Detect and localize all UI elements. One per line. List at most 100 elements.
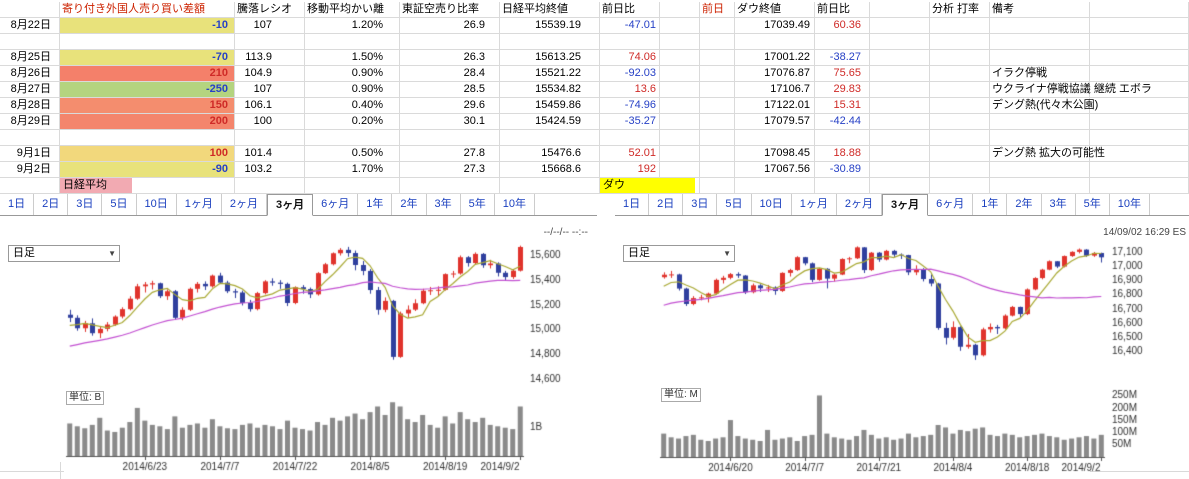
cell-empty[interactable] [400, 178, 500, 194]
cell-empty[interactable] [235, 130, 305, 146]
cell-gap[interactable] [1090, 162, 1189, 178]
cell-dow-close[interactable]: 17079.57 [735, 114, 815, 130]
cell-toraku-ratio[interactable]: 107 [235, 18, 305, 34]
cell-gap[interactable] [870, 146, 930, 162]
cell-nikkei-close[interactable]: 15424.59 [500, 114, 600, 130]
period-tab[interactable]: 3日 [68, 194, 103, 215]
cell-ma-kairi[interactable]: 0.20% [305, 114, 400, 130]
cell-toraku-ratio[interactable]: 113.9 [235, 50, 305, 66]
header-cell[interactable]: 備考 [990, 2, 1090, 18]
period-tab[interactable]: 5日 [717, 194, 752, 215]
cell-empty[interactable] [400, 34, 500, 50]
period-tab[interactable]: 10年 [1110, 194, 1150, 215]
cell-dow-diff[interactable]: -30.89 [815, 162, 870, 178]
cell-foreigner-balance[interactable]: -70 [60, 50, 235, 66]
cell-foreigner-balance[interactable]: 100 [60, 146, 235, 162]
cell-empty[interactable] [990, 130, 1090, 146]
cell-empty[interactable] [305, 130, 400, 146]
cell-nikkei-diff[interactable]: 52.01 [600, 146, 660, 162]
cell-zenjitsu[interactable] [700, 50, 735, 66]
cell-toraku-ratio[interactable]: 100 [235, 114, 305, 130]
cell-short-sell-ratio[interactable]: 26.3 [400, 50, 500, 66]
cell-nikkei-close[interactable]: 15459.86 [500, 98, 600, 114]
cell-nikkei-close[interactable]: 15534.82 [500, 82, 600, 98]
cell-gap[interactable] [870, 114, 930, 130]
cell-nikkei-close[interactable]: 15476.6 [500, 146, 600, 162]
cell-zenjitsu[interactable] [700, 114, 735, 130]
cell-gap[interactable] [870, 66, 930, 82]
cell-empty[interactable] [400, 130, 500, 146]
cell-empty[interactable] [930, 34, 990, 50]
header-cell[interactable] [1090, 2, 1189, 18]
period-tab[interactable]: 6ヶ月 [313, 194, 359, 215]
cell-empty[interactable] [700, 178, 735, 194]
header-cell[interactable] [870, 2, 930, 18]
cell-zenjitsu[interactable] [700, 98, 735, 114]
cell-empty[interactable] [235, 34, 305, 50]
cell-memo[interactable] [990, 162, 1090, 178]
cell-date[interactable]: 9月2日 [0, 162, 60, 178]
cell-dow-diff[interactable]: 29.83 [815, 82, 870, 98]
period-tab[interactable]: 5年 [461, 194, 495, 215]
cell-toraku-ratio[interactable]: 101.4 [235, 146, 305, 162]
cell-dow-close[interactable]: 17122.01 [735, 98, 815, 114]
cell-dow-close[interactable]: 17098.45 [735, 146, 815, 162]
period-tab[interactable]: 2ヶ月 [837, 194, 882, 215]
cell-gap[interactable] [1090, 82, 1189, 98]
cell-empty[interactable] [990, 34, 1090, 50]
cell-empty[interactable] [815, 34, 870, 50]
header-cell[interactable] [660, 2, 700, 18]
period-tab[interactable]: 3ヶ月 [267, 194, 314, 216]
period-tab[interactable]: 3年 [427, 194, 461, 215]
cell-dow-close[interactable]: 17039.49 [735, 18, 815, 34]
cell-empty[interactable] [305, 34, 400, 50]
cell-short-sell-ratio[interactable]: 27.3 [400, 162, 500, 178]
header-cell[interactable]: 前日 [700, 2, 735, 18]
cell-ma-kairi[interactable]: 0.90% [305, 82, 400, 98]
cell-empty[interactable] [60, 34, 235, 50]
cell-dow-diff[interactable]: 60.36 [815, 18, 870, 34]
cell-gap[interactable] [660, 18, 700, 34]
cell-gap[interactable] [660, 50, 700, 66]
cell-empty[interactable] [0, 130, 60, 146]
cell-bunseki-daritsu[interactable] [930, 66, 990, 82]
period-tab[interactable]: 6ヶ月 [928, 194, 974, 215]
cell-empty[interactable] [1090, 178, 1189, 194]
cell-empty[interactable] [930, 178, 990, 194]
cell-date[interactable]: 8月29日 [0, 114, 60, 130]
cell-dow-close[interactable]: 17106.7 [735, 82, 815, 98]
cell-bunseki-daritsu[interactable] [930, 98, 990, 114]
cell-ma-kairi[interactable]: 1.70% [305, 162, 400, 178]
period-tab[interactable]: 2日 [649, 194, 684, 215]
cell-empty[interactable] [815, 130, 870, 146]
period-tab[interactable]: 3ヶ月 [882, 194, 929, 216]
cell-short-sell-ratio[interactable]: 30.1 [400, 114, 500, 130]
cell-empty[interactable] [600, 130, 660, 146]
cell-empty[interactable] [735, 130, 815, 146]
cell-empty[interactable] [60, 130, 235, 146]
header-cell[interactable]: ダウ終値 [735, 2, 815, 18]
cell-empty[interactable] [500, 178, 600, 194]
cell-empty[interactable] [870, 130, 930, 146]
cell-empty[interactable] [660, 34, 700, 50]
cell-bunseki-daritsu[interactable] [930, 162, 990, 178]
cell-zenjitsu[interactable] [700, 162, 735, 178]
header-cell[interactable]: 移動平均かい離 [305, 2, 400, 18]
cell-date[interactable]: 8月26日 [0, 66, 60, 82]
cell-foreigner-balance[interactable]: -250 [60, 82, 235, 98]
cell-foreigner-balance[interactable]: 200 [60, 114, 235, 130]
period-tab[interactable]: 5日 [102, 194, 137, 215]
cell-gap[interactable] [660, 82, 700, 98]
cell-nikkei-close[interactable]: 15613.25 [500, 50, 600, 66]
cell-empty[interactable] [870, 178, 930, 194]
cell-short-sell-ratio[interactable]: 28.4 [400, 66, 500, 82]
cell-empty[interactable] [235, 178, 305, 194]
cell-nikkei-diff[interactable]: 74.06 [600, 50, 660, 66]
cell-gap[interactable] [1090, 114, 1189, 130]
period-tab[interactable]: 1日 [615, 194, 650, 215]
header-cell[interactable]: 分析 打率 [930, 2, 990, 18]
cell-toraku-ratio[interactable]: 106.1 [235, 98, 305, 114]
cell-gap[interactable] [1090, 18, 1189, 34]
cell-ma-kairi[interactable]: 0.50% [305, 146, 400, 162]
cell-nikkei-diff[interactable]: -47.01 [600, 18, 660, 34]
